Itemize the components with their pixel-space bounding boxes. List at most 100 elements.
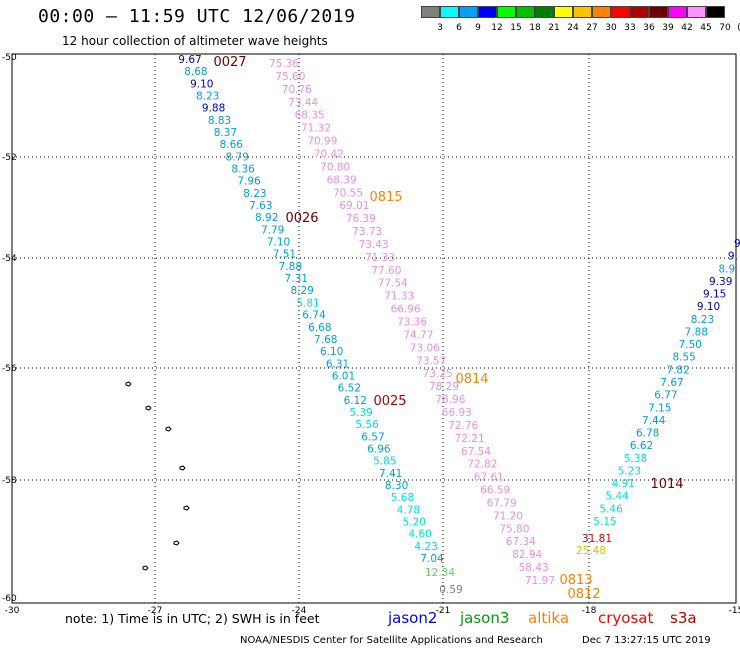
- swh-value-track-a: 9.67: [178, 54, 201, 66]
- swh-value-track-right: 9.15: [703, 289, 726, 301]
- swh-value-track-pink: 58.43: [519, 562, 549, 574]
- color-swatch: [497, 6, 516, 18]
- swh-value-track-right: 6.62: [630, 440, 653, 452]
- swh-value-track-a: 6.57: [361, 431, 384, 443]
- color-scale-label: 42: [681, 23, 693, 33]
- color-scale-label: 27: [586, 23, 598, 33]
- swh-value-track-a: 5.81: [296, 297, 319, 309]
- swh-value-track-a: 4.60: [408, 529, 431, 541]
- swh-value-track-pink: 73.43: [359, 239, 389, 251]
- map-subtitle: 12 hour collection of altimeter wave hei…: [62, 34, 328, 48]
- swh-value-track-a: 7.88: [279, 261, 302, 273]
- swh-value-track-pink: 78.96: [435, 394, 465, 406]
- swh-value-track-pink: 68.35: [295, 110, 325, 122]
- pass-label: 0025: [373, 394, 406, 409]
- swh-value-track-pink: 73.57: [416, 355, 446, 367]
- island-outline: [145, 405, 152, 411]
- swh-value-track-a: 7.51: [273, 249, 296, 261]
- swh-value-track-right: 9.: [728, 251, 738, 263]
- map-title: 00:00 — 11:59 UTC 12/06/2019: [38, 6, 356, 27]
- swh-value-track-a: 6.96: [367, 443, 391, 455]
- legend-jason3: jason3: [460, 609, 510, 627]
- swh-value-track-right: 7.67: [660, 377, 683, 389]
- swh-value-track-a: 8.23: [243, 188, 266, 200]
- swh-value-track-pink: 75.80: [499, 523, 529, 535]
- swh-value-track-pink: 67.34: [506, 536, 536, 548]
- color-swatch: [630, 6, 649, 18]
- swh-value-track-pink: 67.61: [474, 472, 504, 484]
- swh-value-track-right: 9.39: [709, 276, 732, 288]
- swh-value-track-a: 6.68: [308, 322, 331, 334]
- swh-value-track-a: 8.30: [385, 480, 408, 492]
- swh-value-track-pink: 73.25: [423, 368, 453, 380]
- swh-value-track-right: 6.77: [654, 390, 677, 402]
- pass-label: 0813: [559, 573, 592, 588]
- swh-value-track-right: 7.15: [648, 402, 671, 414]
- pass-label: 0026: [285, 211, 318, 226]
- color-swatch: [440, 6, 459, 18]
- swh-value-track-a: 8.23: [196, 91, 219, 103]
- swh-value-track-pink: 73.44: [288, 97, 318, 109]
- swh-value-track-a: 8.92: [255, 212, 278, 224]
- swh-value-track-a: 5.56: [355, 419, 379, 431]
- swh-value-track-a: 7.04: [420, 553, 444, 565]
- pass-label: 0027: [213, 55, 246, 70]
- lat-tick-label: -54: [2, 254, 17, 264]
- swh-value-track-pink: 78.29: [429, 381, 459, 393]
- color-scale-label: 36: [643, 23, 655, 33]
- color-scale-label: 3: [437, 23, 443, 33]
- swh-value-track-pink: 71.20: [493, 510, 523, 522]
- swh-value-track-pink: 72.76: [448, 420, 478, 432]
- island-outline: [179, 465, 186, 471]
- swh-value-track-pink: 71.33: [384, 291, 414, 303]
- swh-value-track-pink: 73.06: [410, 342, 440, 354]
- color-swatch: [649, 6, 668, 18]
- swh-value-track-right: 8.23: [691, 314, 714, 326]
- island-outline: [125, 381, 132, 387]
- swh-value-track-pink: 66.93: [442, 407, 472, 419]
- swh-value-track-pink: 66.96: [391, 304, 421, 316]
- timestamp-text: Dec 7 13:27:15 UTC 2019: [582, 635, 711, 646]
- color-scale-label: 12: [491, 23, 503, 33]
- swh-value-track-right: 5.15: [593, 516, 616, 528]
- swh-value-track-pink: 70.99: [307, 136, 337, 148]
- color-swatch: [687, 6, 706, 18]
- swh-value-track-pink: 71.33: [365, 252, 395, 264]
- lon-tick-label: -21: [436, 606, 451, 616]
- swh-value-track-a: 4.23: [414, 541, 437, 553]
- swh-value-misc: 31.81: [582, 533, 612, 545]
- lat-tick-label: -60: [2, 594, 17, 604]
- color-swatch: [535, 6, 554, 18]
- swh-value-track-a: 6.01: [332, 370, 355, 382]
- swh-value-track-pink: 74.77: [403, 329, 433, 341]
- swh-value-track-right: 8.55: [672, 352, 695, 364]
- pass-label: 1014: [650, 477, 683, 492]
- island-outline: [165, 426, 172, 432]
- swh-value-track-a: 5.39: [349, 407, 372, 419]
- swh-value-track-a: 8.37: [214, 127, 237, 139]
- color-swatch: [459, 6, 478, 18]
- swh-value-track-right: 9.10: [697, 301, 720, 313]
- pass-label: 0814: [455, 372, 488, 387]
- color-scale-label: 39: [662, 23, 674, 33]
- color-scale-label: 70: [719, 23, 731, 33]
- swh-value-track-a: 9.10: [190, 78, 213, 90]
- swh-value-track-pink: 77.54: [378, 278, 408, 290]
- swh-value-track-pink: 71.97: [525, 575, 555, 587]
- island-outline: [142, 565, 149, 571]
- lat-tick-label: -58: [2, 476, 17, 486]
- pass-label: 0812: [567, 587, 600, 602]
- lon-tick-label: -24: [292, 606, 307, 616]
- swh-value-track-a: 7.63: [249, 200, 272, 212]
- swh-value-track-a: 7.68: [314, 334, 337, 346]
- swh-value-track-a: 6.31: [326, 358, 349, 370]
- swh-value-track-a: 8.66: [220, 139, 244, 151]
- color-swatch: [421, 6, 440, 18]
- swh-value-track-a: 8.68: [184, 66, 207, 78]
- swh-value-track-a: 5.68: [391, 492, 414, 504]
- lon-tick-label: -15: [729, 606, 740, 616]
- swh-value-track-right: 7.88: [685, 326, 708, 338]
- color-swatch: [478, 6, 497, 18]
- swh-value-track-pink: 67.54: [461, 446, 491, 458]
